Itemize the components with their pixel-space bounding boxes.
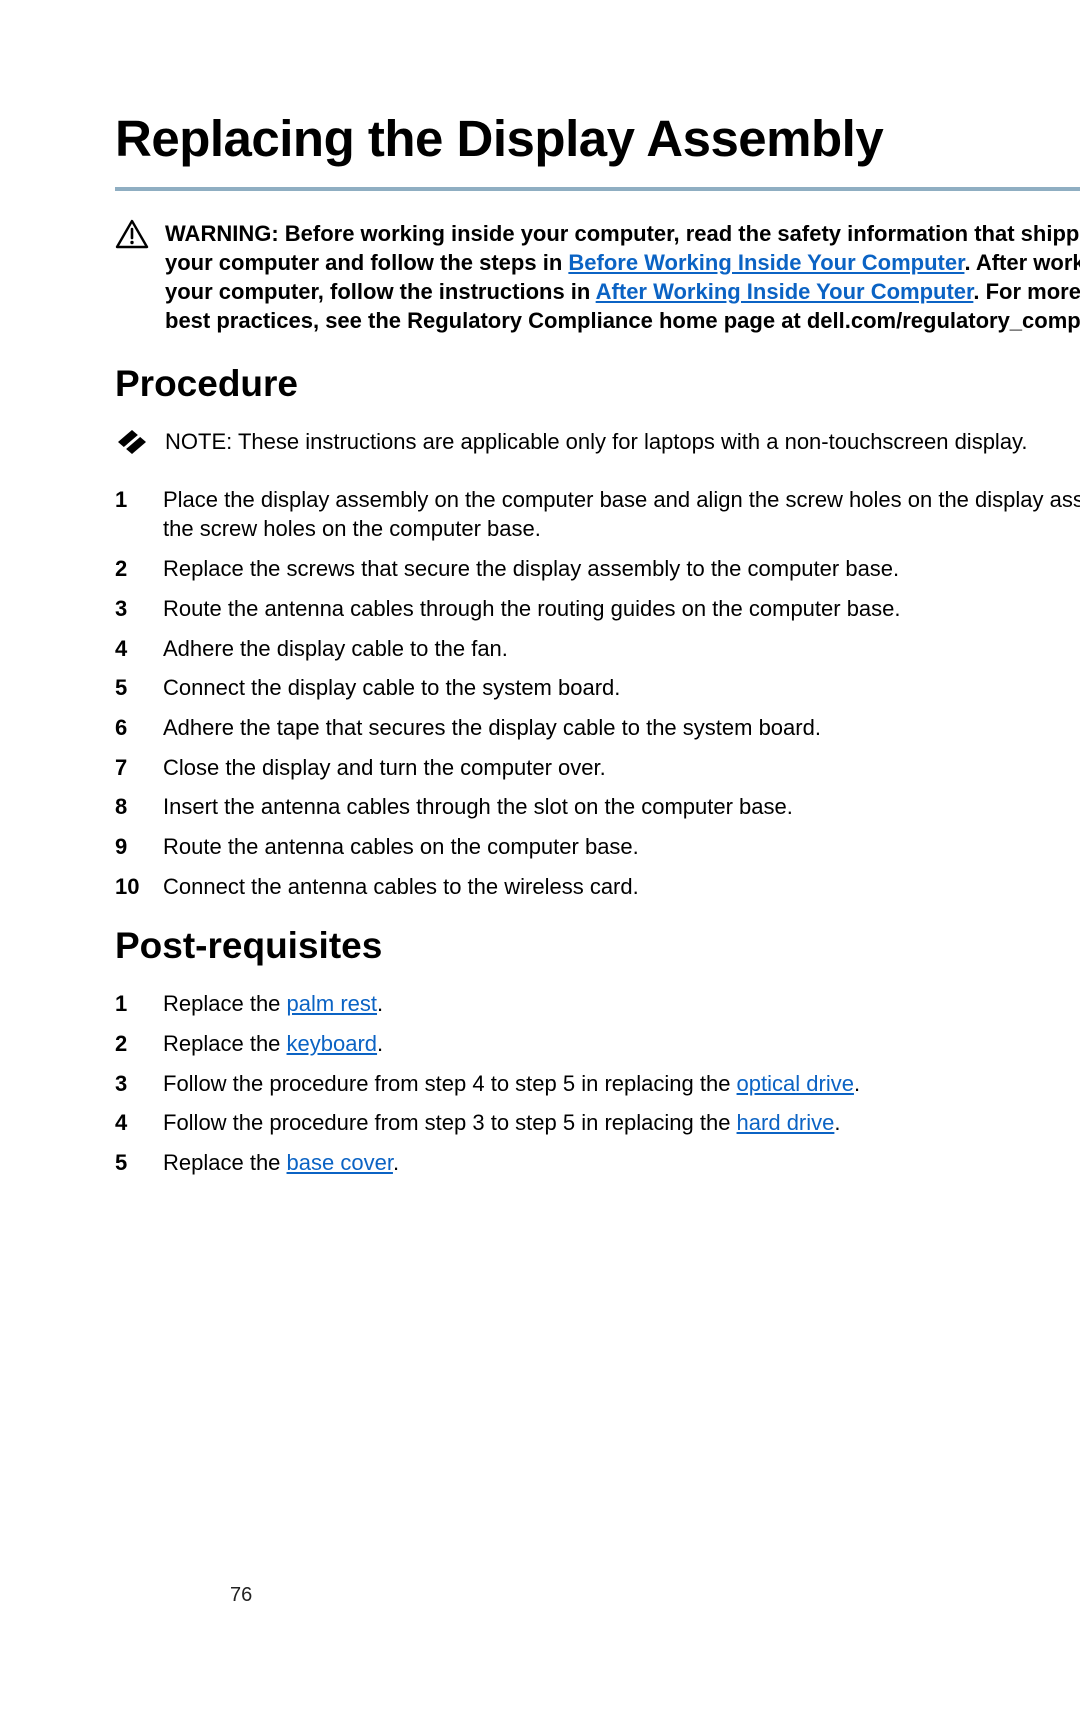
link-optical-drive[interactable]: optical drive xyxy=(737,1071,854,1096)
note-label: NOTE: xyxy=(165,429,238,454)
warning-callout: WARNING: Before working inside your comp… xyxy=(115,219,1080,335)
note-body: These instructions are applicable only f… xyxy=(238,429,1028,454)
step-item: Follow the procedure from step 4 to step… xyxy=(115,1069,1080,1099)
section-title-procedure: Procedure xyxy=(115,363,1080,405)
link-after-working[interactable]: After Working Inside Your Computer xyxy=(596,279,974,304)
step-item: Replace the keyboard. xyxy=(115,1029,1080,1059)
step-text: Replace the xyxy=(163,991,287,1016)
step-item: Insert the antenna cables through the sl… xyxy=(115,792,1080,822)
link-palm-rest[interactable]: palm rest xyxy=(287,991,377,1016)
link-hard-drive[interactable]: hard drive xyxy=(737,1110,835,1135)
warning-icon xyxy=(115,219,149,249)
step-item: Follow the procedure from step 3 to step… xyxy=(115,1108,1080,1138)
step-item: Replace the palm rest. xyxy=(115,989,1080,1019)
step-item: Replace the base cover. xyxy=(115,1148,1080,1178)
step-text: Follow the procedure from step 4 to step… xyxy=(163,1071,737,1096)
link-base-cover[interactable]: base cover xyxy=(287,1150,393,1175)
step-item: Route the antenna cables on the computer… xyxy=(115,832,1080,862)
link-before-working[interactable]: Before Working Inside Your Computer xyxy=(568,250,964,275)
step-item: Connect the display cable to the system … xyxy=(115,673,1080,703)
procedure-steps: Place the display assembly on the comput… xyxy=(115,485,1080,902)
step-text: . xyxy=(377,991,383,1016)
step-item: Place the display assembly on the comput… xyxy=(115,485,1080,544)
note-callout: NOTE: These instructions are applicable … xyxy=(115,427,1080,457)
note-icon xyxy=(115,427,149,457)
warning-text: WARNING: Before working inside your comp… xyxy=(165,219,1080,335)
step-item: Close the display and turn the computer … xyxy=(115,753,1080,783)
step-text: Follow the procedure from step 3 to step… xyxy=(163,1110,737,1135)
step-item: Connect the antenna cables to the wirele… xyxy=(115,872,1080,902)
section-title-postreq: Post-requisites xyxy=(115,925,1080,967)
step-text: . xyxy=(393,1150,399,1175)
step-text: Replace the xyxy=(163,1031,287,1056)
page-number: 76 xyxy=(230,1584,252,1607)
step-text: . xyxy=(834,1110,840,1135)
step-item: Adhere the display cable to the fan. xyxy=(115,634,1080,664)
note-text: NOTE: These instructions are applicable … xyxy=(165,427,1028,456)
postreq-steps: Replace the palm rest. Replace the keybo… xyxy=(115,989,1080,1177)
step-item: Route the antenna cables through the rou… xyxy=(115,594,1080,624)
page: Replacing the Display Assembly WARNING: … xyxy=(115,110,1080,1655)
page-title: Replacing the Display Assembly xyxy=(115,110,1080,191)
step-text: . xyxy=(377,1031,383,1056)
link-keyboard[interactable]: keyboard xyxy=(287,1031,378,1056)
step-text: . xyxy=(854,1071,860,1096)
step-item: Replace the screws that secure the displ… xyxy=(115,554,1080,584)
step-item: Adhere the tape that secures the display… xyxy=(115,713,1080,743)
step-text: Replace the xyxy=(163,1150,287,1175)
